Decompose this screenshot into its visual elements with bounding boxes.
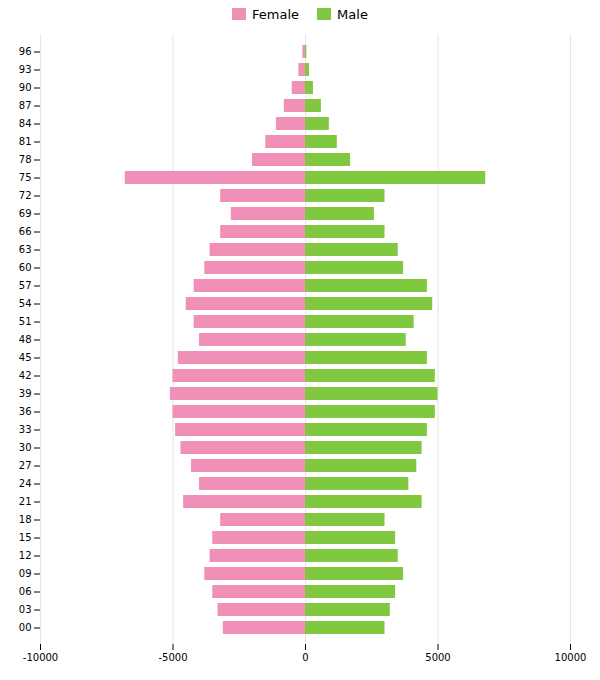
svg-text:57: 57 [19, 280, 32, 291]
svg-text:84: 84 [19, 118, 32, 129]
svg-text:48: 48 [19, 334, 32, 345]
svg-text:45: 45 [19, 352, 32, 363]
svg-text:96: 96 [19, 46, 32, 57]
svg-text:09: 09 [19, 568, 32, 579]
svg-text:00: 00 [19, 622, 32, 633]
svg-text:51: 51 [19, 316, 32, 327]
svg-text:21: 21 [19, 496, 32, 507]
svg-text:75: 75 [19, 172, 32, 183]
svg-text:27: 27 [19, 460, 32, 471]
svg-text:69: 69 [19, 208, 32, 219]
svg-text:33: 33 [19, 424, 32, 435]
svg-text:78: 78 [19, 154, 32, 165]
svg-text:42: 42 [19, 370, 32, 381]
svg-text:10000: 10000 [555, 652, 587, 663]
svg-text:-10000: -10000 [23, 652, 58, 663]
svg-text:60: 60 [19, 262, 32, 273]
svg-text:-5000: -5000 [158, 652, 187, 663]
html-text:Female: Female [252, 6, 300, 22]
svg-text:15: 15 [19, 532, 32, 543]
svg-text:72: 72 [19, 190, 32, 201]
svg-text:0: 0 [302, 652, 308, 663]
svg-text:90: 90 [19, 82, 32, 93]
svg-text:30: 30 [19, 442, 32, 453]
svg-text:03: 03 [19, 604, 32, 615]
svg-text:93: 93 [19, 64, 32, 75]
svg-text:54: 54 [19, 298, 32, 309]
svg-text:36: 36 [19, 406, 32, 417]
html-text:Male: Male [337, 6, 368, 22]
svg-text:24: 24 [19, 478, 32, 489]
svg-text:5000: 5000 [425, 652, 450, 663]
svg-text:12: 12 [19, 550, 32, 561]
svg-text:66: 66 [19, 226, 32, 237]
svg-text:63: 63 [19, 244, 32, 255]
svg-text:87: 87 [19, 100, 32, 111]
svg-text:81: 81 [19, 136, 32, 147]
svg-text:06: 06 [19, 586, 32, 597]
svg-text:18: 18 [19, 514, 32, 525]
svg-text:39: 39 [19, 388, 32, 399]
